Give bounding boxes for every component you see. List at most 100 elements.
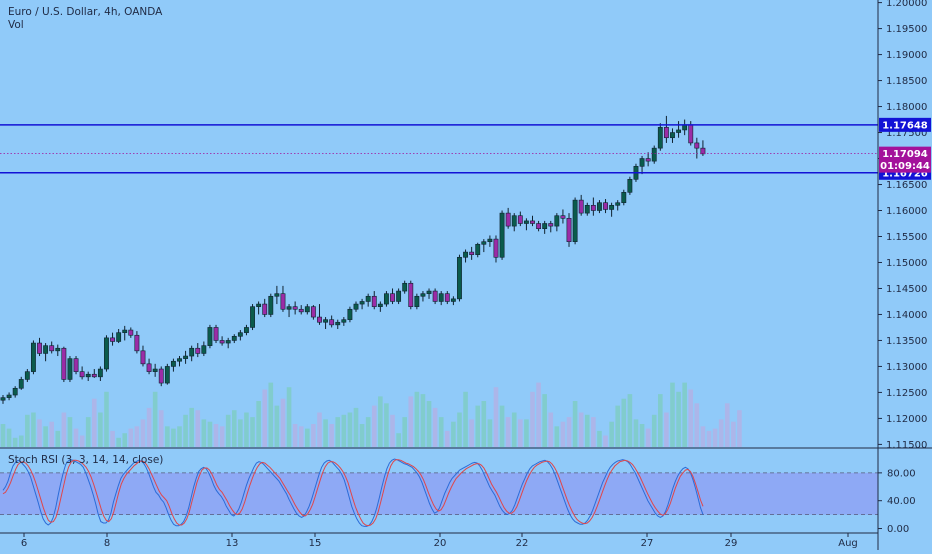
volume-bar [67,417,73,447]
stoch-d-line [2,459,704,527]
candle-body [530,220,535,224]
candle-body [676,129,681,133]
volume-bar [718,419,724,447]
candle-body [91,373,97,378]
volume-bar [256,401,261,447]
volume-bar [317,412,322,447]
volume-bar [116,437,121,447]
price-tick-label: 1.16000 [886,206,927,217]
candle-body [256,303,262,307]
candle-body [499,212,505,258]
volume-bar [530,391,535,447]
rsi-tick-label: 80.00 [887,468,916,479]
price-levels [0,124,878,174]
volume-bar [487,419,493,447]
candle-body [651,147,657,162]
volume-bar [207,421,213,447]
candle-body [457,256,462,300]
candle-body [104,337,109,370]
time-tick-label: 20 [434,538,447,549]
candle-body [517,215,523,224]
price-tick-label: 1.16500 [886,180,927,191]
volume-bar [615,405,621,447]
candle-body [511,215,517,227]
volume-bar [627,394,633,447]
candle-body [116,332,122,342]
candle-body [177,358,182,362]
volume-bar [37,419,42,447]
price-tick-label: 1.19500 [886,24,927,35]
candle-body [420,293,426,297]
volume-bar [43,426,48,447]
volume-bar [292,424,298,447]
candle-body [542,223,548,229]
volume-bar [91,398,97,447]
volume-bar [165,426,170,447]
candle-body [110,337,115,342]
candle-body [128,329,134,336]
candle-body [603,202,608,210]
volume-bar [177,426,182,447]
candle-body [609,205,615,210]
volume-bar [31,412,36,447]
volume-bar [286,387,292,447]
time-tick-label: 29 [725,538,738,549]
volume-bar [694,403,700,447]
candle-body [444,293,450,302]
current-price-badge [879,146,931,173]
volume-bar [104,391,109,447]
volume-bar [548,412,554,447]
volume-bar [73,428,79,447]
rsi-band [0,472,878,515]
volume-bar [359,424,365,447]
candle-body [438,293,444,302]
candle-body [688,124,694,144]
time-tick-label: 27 [641,538,654,549]
volume-bar [268,382,274,447]
volume-bar [724,403,730,447]
volume-bar [597,430,602,447]
volume-bar [737,410,742,447]
candle-body [310,306,316,318]
candle-body [408,282,414,307]
indicator-title: Stoch RSI (3, 3, 14, 14, close) [8,454,163,466]
volume-bar [244,412,249,447]
volume-bar [621,398,627,447]
volume-bar [664,412,669,447]
candle-body [280,293,286,310]
price-tick-label: 1.12000 [886,414,927,425]
stoch-rsi-panel [0,458,878,527]
price-tick-label: 1.13500 [886,336,927,347]
candle-body [469,251,475,255]
volume-bar [469,419,474,447]
candle-body [213,327,219,341]
candle-body [615,202,621,206]
current-price-label: 1.17094 [882,149,928,160]
price-tick-label: 1.14500 [886,284,927,295]
candle-body [505,212,511,227]
volume-bar [463,391,468,447]
volume-bar [584,414,590,447]
volume-bar [365,417,371,447]
candle-body [414,295,420,307]
price-tick-label: 1.11500 [886,440,927,451]
volume-bar [12,437,18,447]
candle-body [396,290,402,302]
volume-bar [554,426,560,447]
candle-body [657,127,663,149]
candlestick-series [0,115,706,404]
candle-body [663,127,669,139]
candle-body [152,368,158,372]
candle-body [73,358,79,372]
volume-bar [670,382,675,447]
volume-bar [128,428,134,447]
volume-bar [341,414,347,447]
candle-body [578,199,584,214]
volume-bar [676,391,681,447]
price-tick-label: 1.15500 [886,232,927,243]
volume-bar [414,391,420,447]
volume-bar [591,417,596,447]
candle-body [597,202,602,211]
